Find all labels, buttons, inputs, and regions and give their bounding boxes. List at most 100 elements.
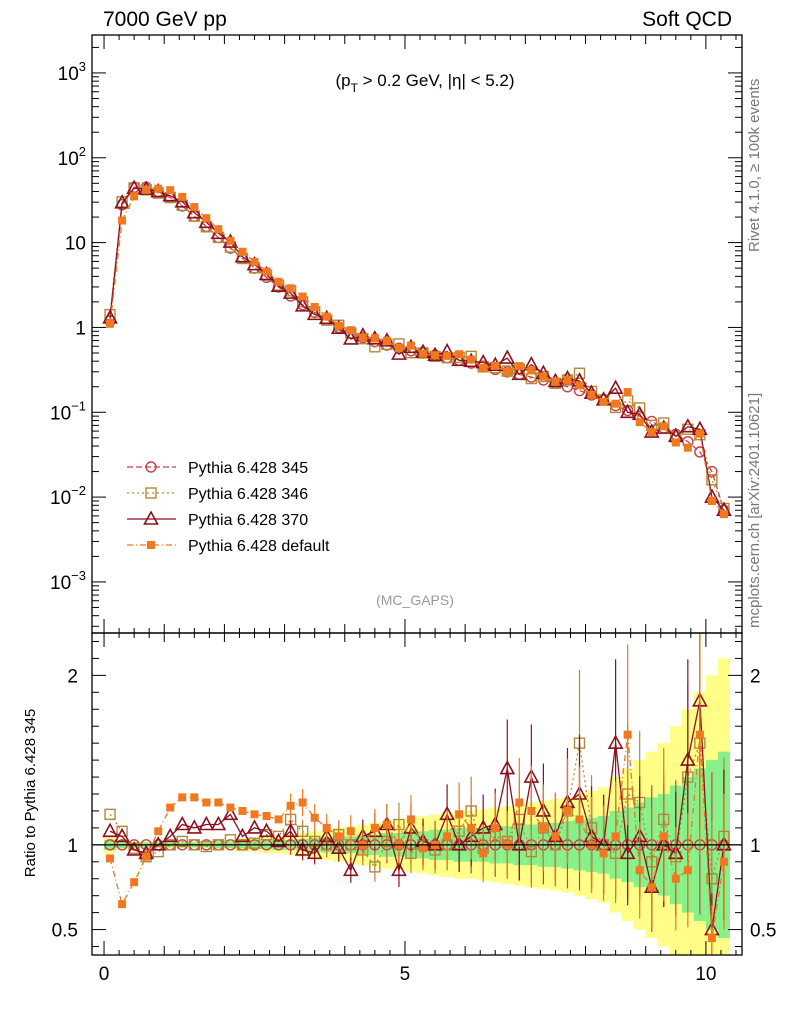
point-def	[370, 334, 379, 343]
point-def	[190, 203, 199, 212]
ratio-point-def	[154, 827, 163, 836]
point-def	[479, 363, 488, 372]
point-def	[178, 192, 187, 201]
ratio-point-s370	[222, 805, 239, 821]
point-def	[515, 362, 524, 371]
point-def	[346, 326, 355, 335]
ratio-point-def	[707, 934, 716, 943]
legend-marker-s346	[145, 487, 157, 499]
ratio-point-def	[322, 823, 331, 832]
ratio-point-def	[515, 798, 524, 807]
ratio-point-def	[226, 803, 235, 812]
point-s370	[114, 194, 130, 209]
ratio-point-s370	[186, 819, 203, 834]
ratio-point-def	[310, 813, 319, 822]
ratio-y-tick-label-right: 0.5	[750, 921, 776, 942]
ratio-point-def	[467, 823, 476, 832]
ratio-point-s346	[369, 861, 381, 873]
point-def	[419, 349, 428, 358]
ratio-point-s370	[282, 822, 299, 838]
point-def	[647, 428, 656, 437]
point-def	[539, 372, 548, 381]
ratio-y-tick-label-left: 2	[67, 666, 78, 687]
point-def	[142, 185, 151, 194]
point-def	[611, 399, 620, 408]
ratio-point-s370	[150, 836, 167, 851]
ratio-point-def	[539, 823, 548, 832]
legend-label-s370: Pythia 6.428 370	[188, 512, 308, 529]
point-def	[575, 381, 584, 390]
point-def	[358, 333, 367, 342]
point-def	[659, 422, 668, 431]
ratio-point-s370	[499, 759, 516, 775]
ratio-point-def	[142, 852, 151, 861]
legend-label-s346: Pythia 6.428 346	[188, 486, 308, 503]
ratio-point-s346	[706, 873, 718, 885]
ratio-y-tick-label-left: 1	[67, 836, 78, 857]
point-def	[563, 376, 572, 385]
ratio-point-def	[671, 874, 680, 883]
point-def	[214, 225, 223, 234]
header-right-title: Soft QCD	[642, 8, 732, 31]
point-def	[455, 350, 464, 359]
point-def	[286, 284, 295, 293]
ratio-point-def	[166, 803, 175, 812]
analysis-watermark: (MC_GAPS)	[376, 592, 454, 608]
legend-label-s345: Pythia 6.428 345	[188, 460, 308, 477]
ratio-point-s370	[391, 861, 407, 877]
ratio-point-def	[611, 832, 620, 841]
point-s370	[607, 379, 624, 395]
main-y-tick-label: 102	[58, 144, 86, 170]
point-def	[166, 186, 175, 195]
ratio-point-def	[130, 878, 139, 887]
ratio-point-def	[719, 857, 728, 866]
ratio-point-def	[406, 815, 415, 824]
point-s370	[511, 365, 528, 381]
ratio-point-def	[563, 806, 572, 815]
ratio-point-s346	[104, 808, 116, 821]
ratio-y-tick-label-left: 0.5	[52, 921, 78, 942]
ratio-point-def	[683, 866, 692, 875]
point-def	[431, 351, 440, 360]
main-y-tick-label: 10−1	[50, 398, 86, 424]
point-def	[310, 303, 319, 312]
ratio-point-s370	[451, 836, 467, 851]
ratio-point-s370	[114, 827, 130, 843]
ratio-point-def	[659, 832, 668, 841]
ratio-point-s370	[607, 734, 624, 749]
main-y-tick-label: 10−2	[50, 483, 86, 509]
ratio-point-s370	[246, 819, 263, 834]
ratio-point-def	[551, 832, 560, 841]
ratio-point-def	[527, 806, 536, 815]
point-def	[118, 216, 127, 225]
ratio-point-s370	[234, 827, 251, 843]
ratio-point-s370	[102, 822, 118, 838]
ratio-point-def	[370, 823, 379, 832]
ratio-point-def	[599, 849, 608, 858]
ratio-point-s370	[126, 841, 142, 856]
point-s370	[342, 330, 359, 345]
ratio-point-s370	[294, 841, 311, 856]
point-def	[551, 377, 560, 386]
point-def	[130, 192, 139, 201]
point-def	[382, 336, 391, 345]
ratio-point-s370	[162, 827, 179, 843]
ratio-point-s370	[511, 836, 528, 851]
ratio-point-s346	[200, 840, 213, 853]
point-def	[106, 319, 115, 328]
ratio-point-s370	[342, 861, 359, 877]
ratio-point-s370	[210, 815, 227, 831]
ratio-point-def	[178, 793, 187, 802]
uncertainty-bands	[104, 658, 730, 955]
point-def	[262, 267, 271, 276]
point-s370	[499, 349, 516, 364]
point-def	[635, 418, 644, 427]
point-s370	[679, 418, 696, 433]
point-def	[238, 247, 247, 256]
header-left-title: 7000 GeV pp	[103, 8, 227, 31]
point-def	[298, 292, 307, 301]
ratio-line-s346	[109, 742, 725, 879]
ratio-point-def	[118, 900, 127, 909]
point-s346	[501, 365, 513, 377]
